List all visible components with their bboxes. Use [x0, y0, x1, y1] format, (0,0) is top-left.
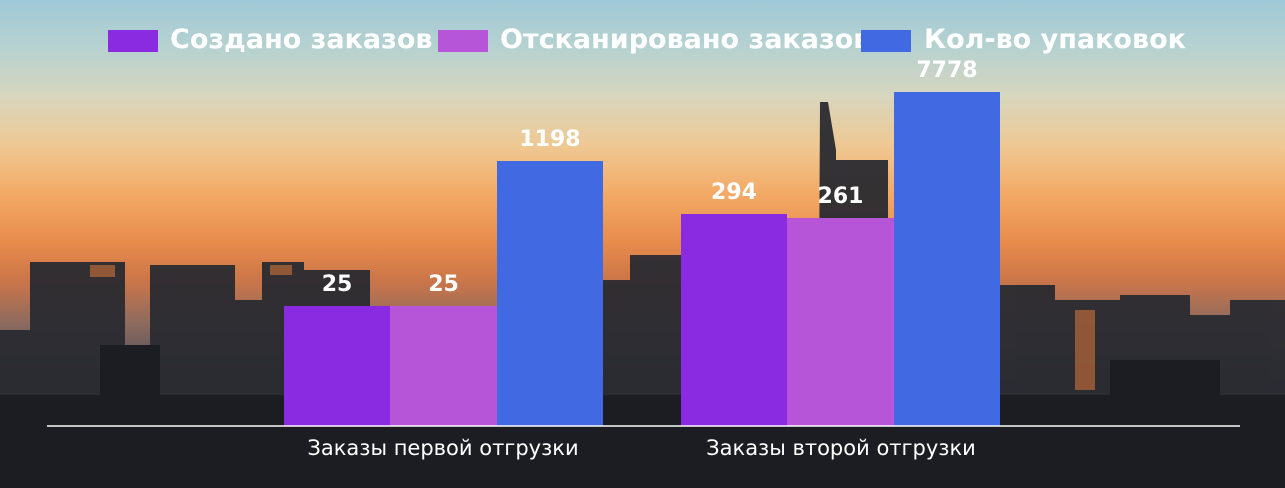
value-label-2-3: 7778 [916, 58, 977, 83]
bar-1-3 [497, 161, 603, 426]
legend-label-2: Отсканировано заказов [500, 24, 870, 55]
legend-label-3: Кол-во упаковок [924, 24, 1186, 55]
value-label-1-3: 1198 [519, 127, 580, 152]
chart-value-labels: 25 25 1198 294 261 7778 [322, 58, 978, 297]
value-label-2-2: 261 [818, 184, 864, 209]
category-label-1: Заказы первой отгрузки [307, 436, 578, 460]
bar-2-2 [787, 218, 894, 426]
legend-swatch-1 [108, 30, 158, 52]
bar-2-3 [894, 92, 1000, 426]
category-label-2: Заказы второй отгрузки [706, 436, 976, 460]
bar-2-1 [681, 214, 787, 426]
legend-swatch-3 [861, 30, 911, 52]
chart-legend: Создано заказов Отсканировано заказов Кол-… [108, 24, 1186, 55]
chart-bars [284, 92, 1000, 426]
legend-swatch-2 [438, 30, 488, 52]
value-label-1-2: 25 [428, 272, 459, 297]
bar-1-2 [390, 306, 497, 426]
legend-label-1: Создано заказов [170, 24, 432, 55]
bar-1-1 [284, 306, 390, 426]
chart-category-labels: Заказы первой отгрузки Заказы второй отгр… [307, 436, 975, 460]
value-label-1-1: 25 [322, 272, 353, 297]
value-label-2-1: 294 [711, 180, 757, 205]
